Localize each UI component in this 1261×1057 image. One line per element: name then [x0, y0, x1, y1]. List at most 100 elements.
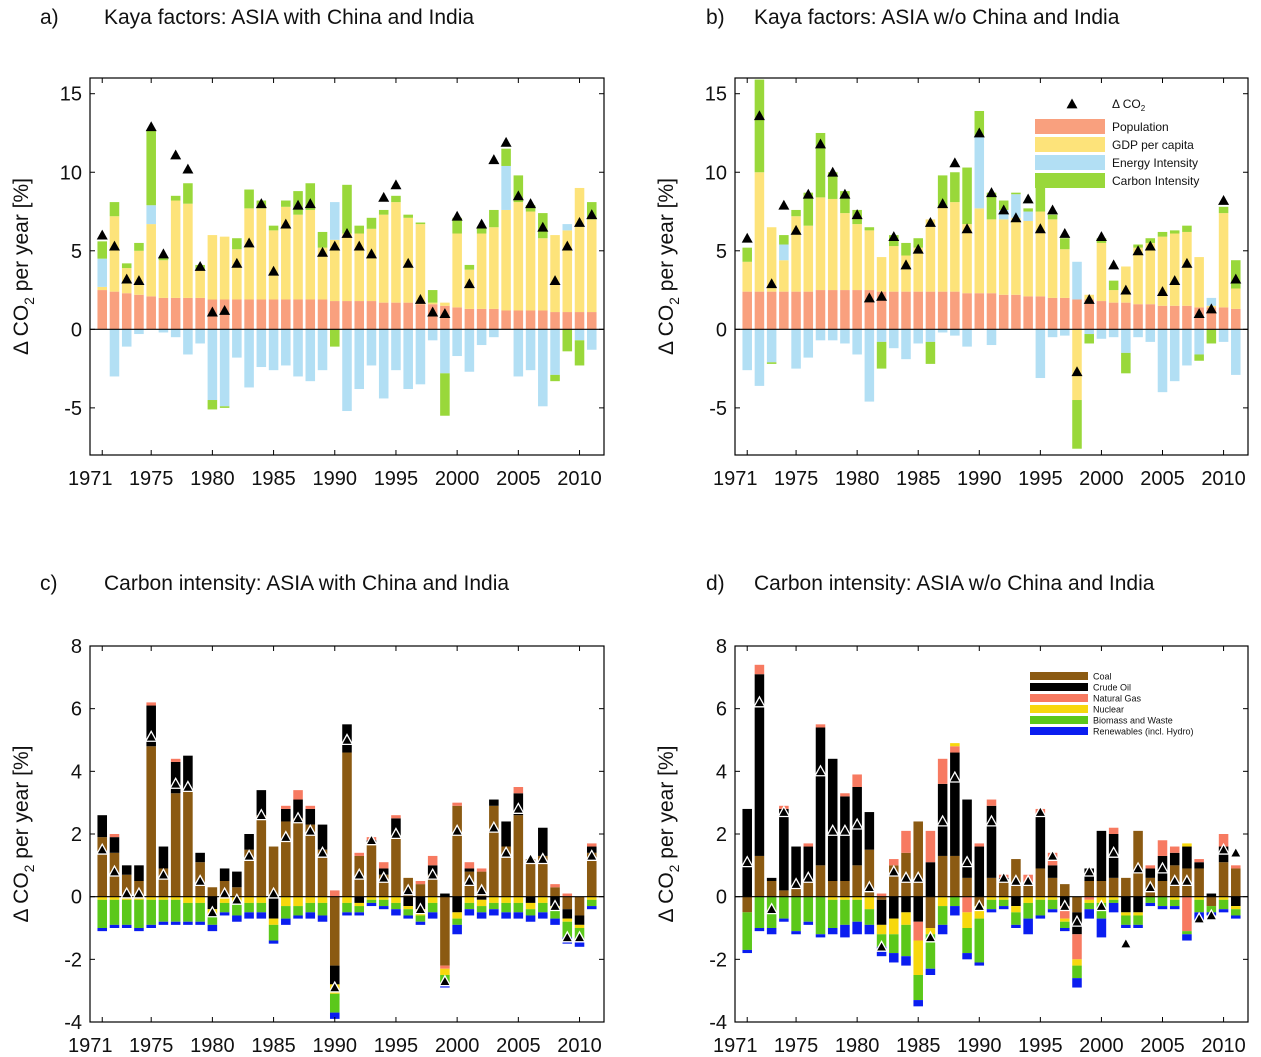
bar-crude-oil — [742, 808, 752, 897]
bar-renewables-incl-hydro — [378, 906, 389, 910]
bar-energy-intensity — [1133, 329, 1143, 338]
bar-natural-gas — [1169, 846, 1180, 853]
y-tick-label: 5 — [71, 241, 82, 263]
y-axis-label: Δ CO2 per year [%] — [655, 745, 682, 922]
bar-renewables-incl-hydro — [962, 953, 972, 960]
bar-natural-gas — [427, 855, 438, 866]
delta-co2-marker — [402, 257, 414, 268]
bar-population — [1169, 305, 1180, 330]
bar-nuclear — [937, 896, 948, 907]
bar-carbon-intensity — [219, 406, 230, 408]
bar-biomass-and-waste — [1072, 965, 1082, 979]
bar-carbon-intensity — [1011, 192, 1021, 195]
bar-coal — [1218, 862, 1229, 897]
bar-carbon-intensity — [1060, 238, 1070, 250]
delta-co2-marker — [561, 240, 573, 251]
bar-biomass-and-waste — [329, 993, 340, 1013]
bar-energy-intensity — [1194, 329, 1204, 355]
bar-coal — [1206, 896, 1217, 907]
bar-population — [840, 290, 850, 330]
legend-label-coal: Coal — [1093, 672, 1112, 682]
bar-population — [1023, 296, 1033, 330]
delta-co2-marker — [1082, 864, 1096, 877]
delta-co2-marker — [826, 824, 840, 836]
bar-population — [1084, 299, 1094, 330]
delta-co2-marker — [499, 845, 513, 858]
delta-co2-marker — [156, 867, 171, 880]
y-tick-label: 4 — [716, 761, 727, 783]
bar-energy-intensity — [452, 329, 462, 357]
bar-coal — [489, 805, 499, 897]
delta-co2-marker — [937, 198, 949, 209]
delta-co2-marker — [960, 855, 974, 868]
bar-gdp-per-capita — [219, 236, 230, 300]
bar-energy-intensity — [864, 329, 875, 402]
delta-co2-marker — [121, 273, 133, 284]
bar-nuclear — [366, 896, 377, 900]
bar-natural-gas — [1182, 896, 1192, 932]
delta-co2-marker — [1205, 303, 1217, 314]
bar-biomass-and-waste — [986, 899, 997, 910]
bar-crude-oil — [950, 752, 960, 856]
bar-gdp-per-capita — [779, 260, 789, 292]
bar-crude-oil — [1121, 896, 1131, 913]
bar-energy-intensity — [1108, 329, 1119, 338]
bar-renewables-incl-hydro — [403, 915, 413, 919]
bar-nuclear — [562, 918, 573, 922]
bar-renewables-incl-hydro — [925, 968, 936, 975]
bar-energy-intensity — [403, 329, 413, 390]
delta-co2-marker — [108, 240, 120, 251]
bar-biomass-and-waste — [974, 918, 985, 963]
bar-crude-oil — [525, 896, 536, 903]
bar-carbon-intensity — [1035, 175, 1046, 212]
bar-energy-intensity — [317, 329, 328, 371]
bar-coal — [937, 855, 948, 897]
bar-population — [329, 301, 340, 330]
delta-co2-marker — [1169, 275, 1181, 286]
bar-biomass-and-waste — [170, 899, 181, 922]
bar-gdp-per-capita — [827, 198, 838, 291]
delta-co2-marker — [923, 930, 938, 943]
bar-natural-gas — [1084, 896, 1094, 900]
x-tick-label: 1971 — [713, 468, 758, 490]
bar-energy-intensity — [815, 329, 826, 341]
bar-biomass-and-waste — [1108, 899, 1119, 903]
bar-natural-gas — [354, 852, 365, 856]
bar-biomass-and-waste — [293, 906, 303, 916]
bar-coal — [852, 865, 862, 897]
bar-natural-gas — [1072, 934, 1082, 960]
x-tick-label: 2005 — [496, 468, 541, 490]
bar-natural-gas — [378, 862, 389, 869]
bar-carbon-intensity — [1084, 334, 1094, 344]
bar-population — [827, 290, 838, 330]
bar-coal — [1035, 868, 1046, 897]
delta-co2-marker — [778, 199, 790, 210]
bar-crude-oil — [1133, 896, 1143, 913]
bar-carbon-intensity — [415, 222, 426, 225]
bar-energy-intensity — [962, 329, 972, 347]
bar-carbon-intensity — [97, 241, 108, 259]
bar-carbon-intensity — [925, 341, 936, 364]
bar-crude-oil — [489, 799, 499, 806]
bar-nuclear — [986, 896, 997, 900]
bar-coal — [501, 846, 511, 897]
delta-co2-marker — [911, 871, 925, 883]
bar-population — [913, 291, 923, 330]
bar-gdp-per-capita — [1072, 329, 1082, 401]
delta-co2-marker — [194, 261, 206, 271]
bar-energy-intensity — [998, 209, 1009, 220]
bar-energy-intensity — [97, 258, 108, 287]
bar-energy-intensity — [1182, 329, 1192, 366]
bar-renewables-incl-hydro — [1133, 924, 1143, 928]
bar-crude-oil — [791, 846, 801, 888]
bar-nuclear — [538, 896, 548, 903]
bar-gdp-per-capita — [464, 269, 475, 309]
bar-nuclear — [962, 912, 972, 928]
bar-population — [476, 308, 487, 330]
bar-crude-oil — [1182, 846, 1192, 869]
bar-biomass-and-waste — [1023, 902, 1033, 919]
bar-population — [354, 301, 365, 330]
panel-d-letter: d) — [706, 572, 725, 595]
bar-crude-oil — [183, 755, 193, 791]
bar-energy-intensity — [134, 329, 144, 335]
